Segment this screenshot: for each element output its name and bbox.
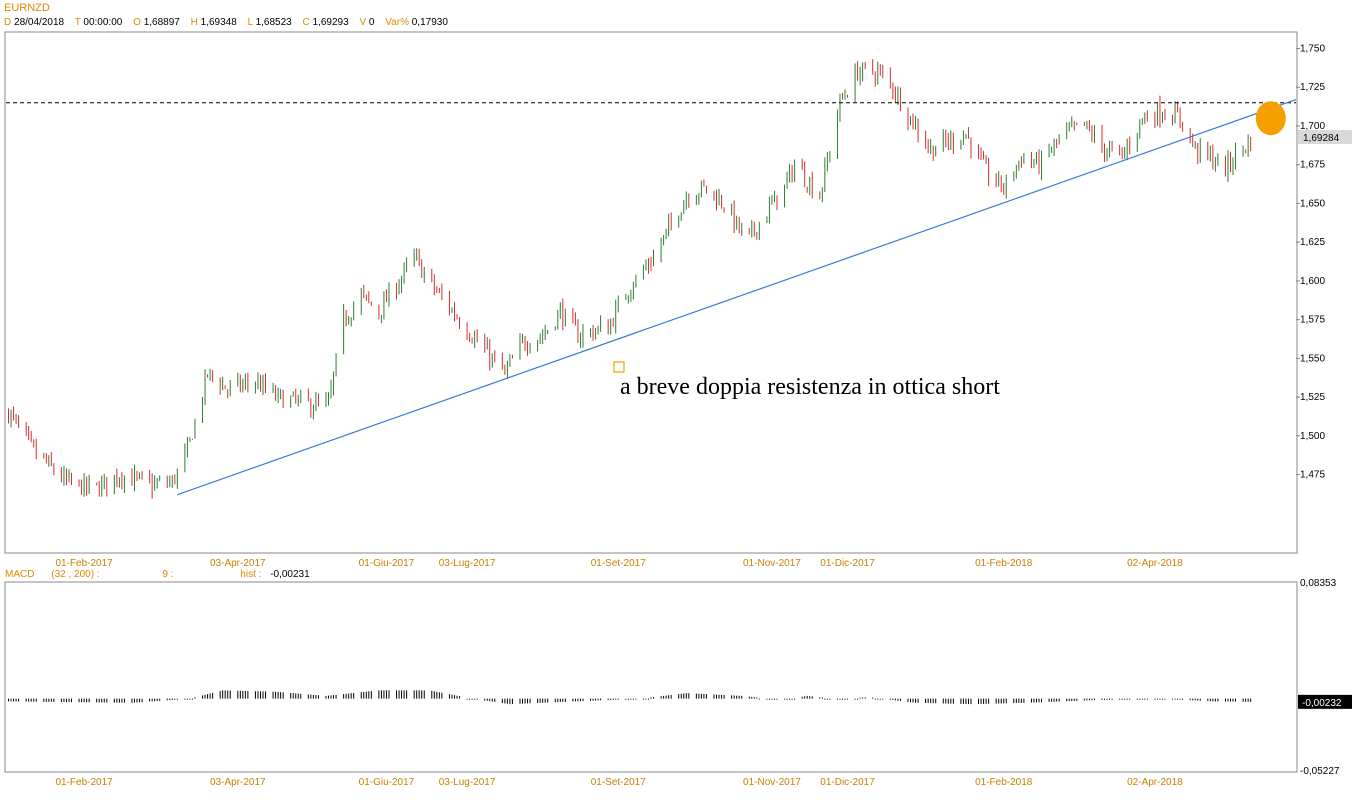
price-y-tick-label: 1,625	[1300, 237, 1325, 248]
time-key: T	[74, 17, 81, 28]
highlight-marker[interactable]	[1255, 101, 1286, 136]
symbol-title: EURNZD	[4, 2, 50, 14]
var-pct-key: Var%	[385, 17, 409, 28]
macd-x-tick-label: 03-Apr-2017	[210, 777, 266, 788]
macd-hist-value: -0,00231	[270, 569, 310, 580]
volume-key: V	[359, 17, 367, 28]
price-x-tick-label: 03-Apr-2017	[210, 558, 266, 569]
price-x-tick-label: 01-Giu-2017	[359, 558, 415, 569]
price-y-tick-label: 1,675	[1300, 160, 1325, 171]
price-x-tick-label: 01-Feb-2018	[975, 558, 1033, 569]
price-y-tick-label: 1,575	[1300, 315, 1325, 326]
price-x-tick-label: 01-Set-2017	[591, 558, 646, 569]
chart-overlays	[6, 99, 1297, 496]
price-y-tick-label: 1,700	[1300, 121, 1325, 132]
macd-tag-box	[1298, 694, 1352, 709]
macd-y-tick-label: 0,08353	[1300, 578, 1337, 589]
date-key: D	[4, 17, 12, 28]
close-value: 1,69293	[312, 17, 349, 28]
annotation-text: a breve doppia resistenza in ottica shor…	[620, 374, 1000, 400]
macd-name: MACD	[5, 569, 35, 580]
var-pct-value: 0,17930	[411, 17, 448, 28]
price-y-tick-label: 1,475	[1300, 470, 1325, 481]
macd-params: (32 , 200) :	[51, 569, 100, 580]
macd-histogram-series	[8, 690, 1252, 705]
macd-x-tick-label: 01-Dic-2017	[820, 777, 875, 788]
candlestick-series	[8, 59, 1252, 499]
current-price-tag: 1,69284	[1298, 130, 1352, 145]
macd-x-tick-label: 02-Apr-2018	[1127, 777, 1183, 788]
price-y-tick-label: 1,650	[1300, 198, 1325, 209]
price-y-tick-label: 1,550	[1300, 353, 1325, 364]
price-x-tick-label: 01-Dic-2017	[820, 558, 875, 569]
price-y-axis: 1,750 1,725 1,700 1,675 1,650 1,625 1,600 1,575…	[1296, 43, 1325, 481]
macd-x-tick-label: 01-Feb-2018	[975, 777, 1033, 788]
price-y-tick-label: 1,725	[1300, 82, 1325, 93]
high-value: 1,69348	[200, 17, 237, 28]
price-x-tick-label: 01-Nov-2017	[743, 558, 801, 569]
macd-tag-label: -0,00232	[1302, 698, 1342, 709]
open-key: O	[133, 17, 141, 28]
macd-panel-frame	[4, 581, 1298, 773]
price-x-tick-label: 01-Feb-2017	[55, 558, 113, 569]
macd-x-tick-label: 03-Lug-2017	[439, 777, 496, 788]
macd-y-tick-label: -0,05227	[1300, 766, 1340, 777]
macd-info-bar: MACD (32 , 200) : 9 : hist : -0,00231	[5, 569, 310, 580]
ohlc-info-bar: D 28/04/2018 T 00:00:00 O 1,68897 H 1,69…	[4, 17, 456, 28]
price-y-tick-label: 1,500	[1300, 431, 1325, 442]
price-tag-box	[1298, 130, 1352, 145]
macd-y-axis: 0,08353 -0,05227	[1300, 578, 1340, 777]
macd-last-value-tag: -0,00232	[1298, 694, 1352, 709]
support-trendline[interactable]	[177, 99, 1297, 496]
macd-hist-key: hist :	[240, 569, 262, 580]
price-y-tick-label: 1,600	[1300, 276, 1325, 287]
price-x-tick-label: 03-Lug-2017	[439, 558, 496, 569]
volume-value: 0	[368, 17, 375, 28]
high-key: H	[190, 17, 198, 28]
macd-x-tick-label: 01-Feb-2017	[55, 777, 113, 788]
price-y-tick-label: 1,525	[1300, 392, 1325, 403]
low-key: L	[247, 17, 253, 28]
macd-x-tick-label: 01-Giu-2017	[359, 777, 415, 788]
annotation-anchor-box[interactable]	[613, 361, 625, 373]
price-tag-label: 1,69284	[1303, 133, 1340, 144]
macd-x-tick-label: 01-Nov-2017	[743, 777, 801, 788]
price-x-tick-label: 02-Apr-2018	[1127, 558, 1183, 569]
open-value: 1,68897	[143, 17, 180, 28]
low-value: 1,68523	[255, 17, 292, 28]
price-panel-frame	[4, 31, 1298, 554]
time-value: 00:00:00	[83, 17, 123, 28]
macd-x-axis: 01-Feb-2017 03-Apr-2017 01-Giu-2017 03-Lug-…	[55, 777, 1183, 788]
close-key: C	[302, 17, 310, 28]
macd-x-tick-label: 01-Set-2017	[591, 777, 646, 788]
price-x-axis: 01-Feb-2017 03-Apr-2017 01-Giu-2017 03-Lug-…	[55, 558, 1183, 569]
macd-signal: 9 :	[162, 569, 174, 580]
date-value: 28/04/2018	[14, 17, 65, 28]
price-y-tick-label: 1,750	[1300, 43, 1325, 54]
